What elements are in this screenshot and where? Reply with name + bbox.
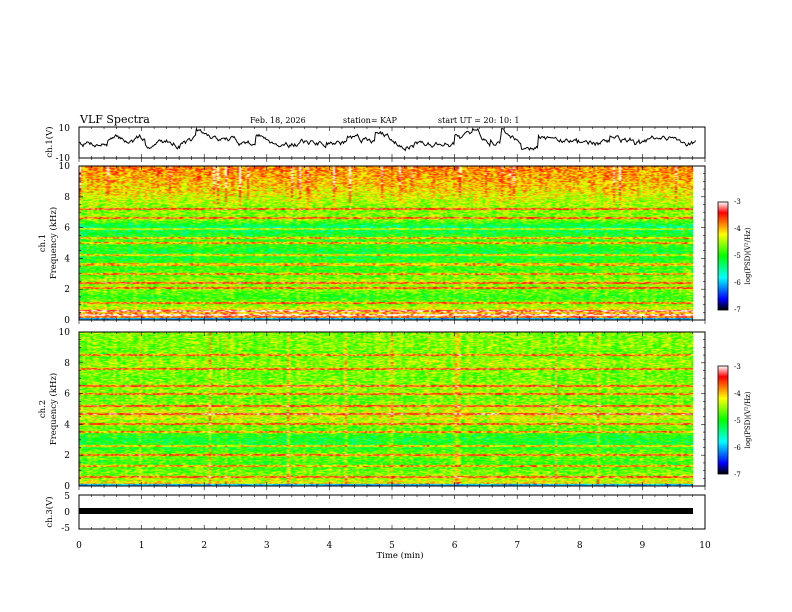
ch3-waveform-panel: 5 0 -5 ch.3(V) (44, 492, 706, 534)
cb1-tick-m6: -6 (734, 279, 741, 287)
ch1v-ytick-top: 10 (59, 124, 71, 134)
cb2-tick-m3: -3 (734, 363, 741, 371)
xtick-label-4: 4 (327, 541, 333, 551)
ch2-spectrogram-image (79, 332, 693, 486)
xtick-label-0: 0 (76, 541, 82, 551)
cb1-tick-m7: -7 (734, 306, 741, 314)
y-tick-label-8: 8 (64, 359, 70, 369)
ch1-spectrogram-image (79, 166, 693, 320)
xtick-label-9: 9 (640, 541, 646, 551)
xtick-label-6: 6 (452, 541, 458, 551)
xtick-label-7: 7 (514, 541, 520, 551)
cb2-label: log(PSD)(V²/Hz) (744, 391, 752, 448)
y-tick-label-2: 2 (64, 451, 70, 461)
cb1-label: log(PSD)(V²/Hz) (744, 227, 752, 284)
cb2-tick-m7: -7 (734, 471, 741, 479)
cb2-tick-m5: -5 (734, 417, 741, 425)
y-tick-label-2: 2 (64, 285, 70, 295)
ch1-spectrogram-panel: 0 2 4 6 8 10 ch.1 Frequency (kHz) (38, 162, 706, 326)
cb2-tick-m4: -4 (734, 390, 741, 398)
ch3v-ylabel: ch.3(V) (44, 496, 55, 527)
xtick-label-1: 1 (139, 541, 145, 551)
colorbar-1-scale (717, 201, 729, 311)
start-time-label: start UT = 20: 10: 1 (438, 116, 519, 125)
ch1-ylabel-frequency: Frequency (kHz) (48, 207, 59, 279)
xtick-label-8: 8 (577, 541, 583, 551)
station-label: station= KAP (343, 116, 398, 125)
ch2-ylabel-channel: ch.2 (38, 400, 48, 418)
y-tick-label-0: 0 (64, 316, 70, 326)
cb1-tick-m3: -3 (734, 198, 741, 206)
ch1v-ylabel: ch.1(V) (44, 126, 55, 157)
y-tick-label-6: 6 (64, 224, 70, 234)
y-tick-label-10: 10 (59, 162, 71, 172)
y-tick-label-8: 8 (64, 193, 70, 203)
cb1-tick-m4: -4 (734, 225, 741, 233)
ch1-ylabel-channel: ch.1 (38, 234, 48, 252)
xtick-label-10: 10 (699, 541, 711, 551)
y-tick-label-6: 6 (64, 390, 70, 400)
xtick-label-2: 2 (201, 541, 207, 551)
ch1-waveform-line (78, 126, 697, 152)
ch3-waveform-band (79, 508, 693, 514)
figure-title: VLF Spectra (79, 113, 150, 126)
cb1-tick-m5: -5 (734, 252, 741, 260)
ch2-spectrogram-panel: 0 2 4 6 8 10 ch.2 Frequency (kHz) (38, 328, 706, 492)
colorbar-1: -3 -4 -5 -6 -7 log(PSD)(V²/Hz) (717, 198, 752, 314)
y-tick-label-0: 0 (64, 482, 70, 492)
x-axis-label: Time (min) (376, 550, 423, 561)
xtick-label-3: 3 (264, 541, 270, 551)
ch2-ylabel-frequency: Frequency (kHz) (48, 373, 59, 445)
ch1-waveform-frame (78, 126, 706, 159)
ch3v-ytick-mid: 0 (64, 508, 70, 518)
colorbar-2-scale (717, 365, 729, 475)
ch3v-ytick-bottom: -5 (61, 524, 70, 534)
ch1v-ytick-bottom: -10 (56, 154, 71, 164)
x-axis-tick-labels: 0 1 2 3 4 5 6 7 8 9 10 (76, 541, 711, 551)
y-tick-label-10: 10 (59, 328, 71, 338)
colorbar-2: -3 -4 -5 -6 -7 log(PSD)(V²/Hz) (717, 363, 752, 479)
ch3v-ytick-top: 5 (64, 492, 70, 502)
cb2-tick-m6: -6 (734, 444, 741, 452)
y-tick-label-4: 4 (64, 420, 70, 430)
ch1-waveform-panel: 10 -10 ch.1(V) (44, 124, 706, 164)
xtick-label-5: 5 (389, 541, 395, 551)
x-axis-ticks (78, 127, 706, 529)
date-label: Feb. 18, 2026 (250, 116, 306, 125)
y-tick-label-4: 4 (64, 254, 70, 264)
